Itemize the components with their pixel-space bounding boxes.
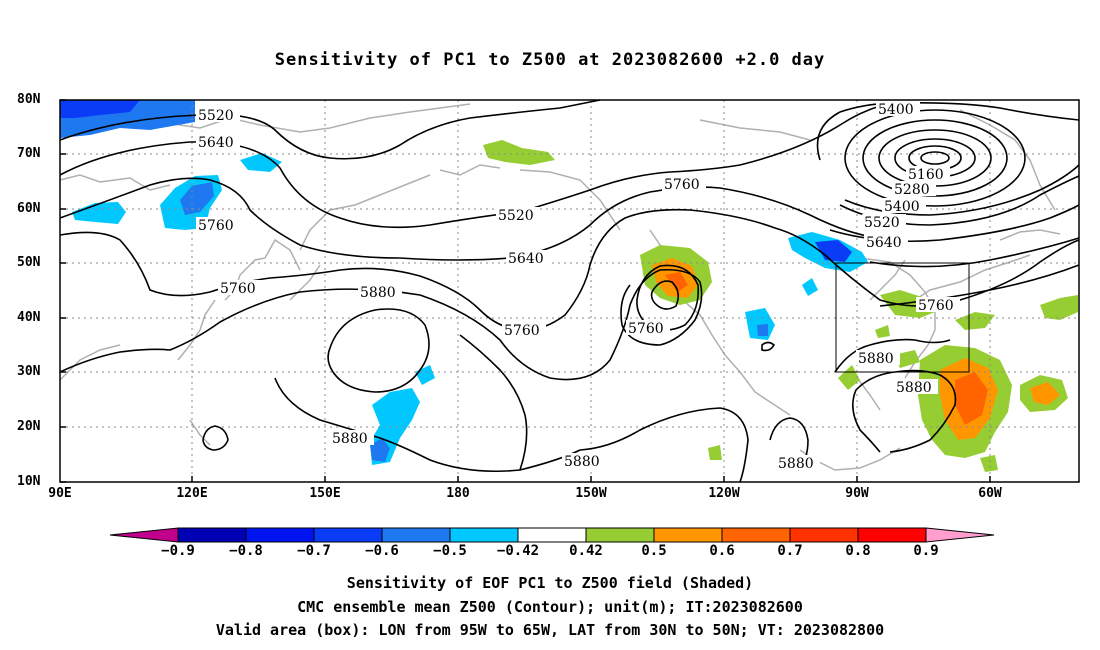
- contour-label: 5880: [778, 456, 814, 472]
- caption-line-1: Sensitivity of EOF PC1 to Z500 field (Sh…: [346, 574, 754, 592]
- contour-label: 5640: [866, 235, 902, 251]
- contour-label: 5760: [504, 323, 540, 339]
- colorbar-bin: [653, 527, 723, 543]
- contour-label: 5760: [198, 218, 234, 234]
- lat-label: 70N: [17, 146, 41, 161]
- lat-label: 50N: [17, 255, 41, 270]
- colorbar-label: 0.5: [641, 543, 667, 559]
- valid-area-box: [835, 262, 970, 373]
- contour-label: 5880: [332, 431, 368, 447]
- map-frame: [59, 99, 1080, 483]
- colorbar-bin: [721, 527, 791, 543]
- colorbar-label: −0.42: [496, 543, 540, 559]
- colorbar-arrow-high: [925, 527, 995, 543]
- contour-label: 5640: [508, 251, 544, 267]
- contour-label: 5880: [564, 454, 600, 470]
- contour-label: 5640: [198, 135, 234, 151]
- colorbar-label: −0.5: [433, 543, 467, 559]
- contour-label: 5520: [864, 215, 900, 231]
- lat-label: 10N: [17, 474, 41, 489]
- contour-label: 5400: [878, 102, 914, 118]
- colorbar-label: 0.42: [569, 543, 603, 559]
- negative-sensitivity-shading: [60, 100, 868, 465]
- contour-label: 5160: [908, 167, 944, 183]
- colorbar-bin: [381, 527, 451, 543]
- colorbar-bin: [313, 527, 383, 543]
- lat-label: 30N: [17, 364, 41, 379]
- lat-label: 40N: [17, 310, 41, 325]
- colorbar-label: 0.8: [845, 543, 871, 559]
- colorbar-bin: [585, 527, 655, 543]
- colorbar-bin: [857, 527, 927, 543]
- contour-label: 5880: [360, 285, 396, 301]
- colorbar-bin: [517, 527, 587, 543]
- lat-label: 60N: [17, 201, 41, 216]
- lon-label: 150E: [309, 486, 341, 501]
- lon-label: 90W: [845, 486, 869, 501]
- colorbar-bin: [245, 527, 315, 543]
- contour-label: 5760: [220, 281, 256, 297]
- lon-label: 60W: [978, 486, 1002, 501]
- colorbar-label: −0.6: [365, 543, 399, 559]
- contour-label: 5400: [884, 199, 920, 215]
- colorbar-bin: [789, 527, 859, 543]
- contour-label: 5760: [628, 321, 664, 337]
- contour-labels: 5520 5640 5760 5760 5880 5520 5640 5760 …: [196, 101, 960, 472]
- contour-label: 5520: [498, 208, 534, 224]
- contour-label: 5760: [664, 177, 700, 193]
- contour-label: 5880: [896, 380, 932, 396]
- colorbar-label: −0.7: [297, 543, 331, 559]
- contour-label: 5760: [918, 298, 954, 314]
- caption-line-3: Valid area (box): LON from 95W to 65W, L…: [215, 621, 885, 639]
- colorbar-label: 0.6: [709, 543, 735, 559]
- colorbar-arrow-low: [109, 527, 179, 543]
- colorbar-bin: [449, 527, 519, 543]
- colorbar-label: 0.7: [777, 543, 803, 559]
- colorbar-label: 0.9: [913, 543, 939, 559]
- contour-label: 5880: [858, 351, 894, 367]
- lat-label: 80N: [17, 92, 41, 107]
- contour-label: 5280: [894, 182, 930, 198]
- lon-label: 180: [446, 486, 470, 501]
- lon-label: 120E: [176, 486, 208, 501]
- colorbar-bin: [177, 527, 247, 543]
- colorbar-label: −0.9: [161, 543, 195, 559]
- contour-label: 5520: [198, 108, 234, 124]
- lon-label: 120W: [708, 486, 740, 501]
- colorbar-label: −0.8: [229, 543, 263, 559]
- plot-title: Sensitivity of PC1 to Z500 at 2023082600…: [274, 50, 826, 70]
- lat-label: 20N: [17, 419, 41, 434]
- lon-label: 150W: [575, 486, 607, 501]
- lon-label: 90E: [48, 486, 72, 501]
- caption-line-2: CMC ensemble mean Z500 (Contour); unit(m…: [297, 598, 803, 616]
- tick-marks: [60, 99, 991, 483]
- grid-lines: [60, 100, 1079, 482]
